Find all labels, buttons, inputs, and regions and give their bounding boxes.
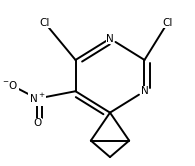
Text: N: N [141,86,148,96]
Text: $^{-}$O: $^{-}$O [2,79,19,91]
Text: N: N [106,34,114,43]
Text: Cl: Cl [162,18,173,28]
Text: O: O [33,118,41,128]
Text: Cl: Cl [40,18,50,28]
Text: N$^+$: N$^+$ [29,92,45,105]
